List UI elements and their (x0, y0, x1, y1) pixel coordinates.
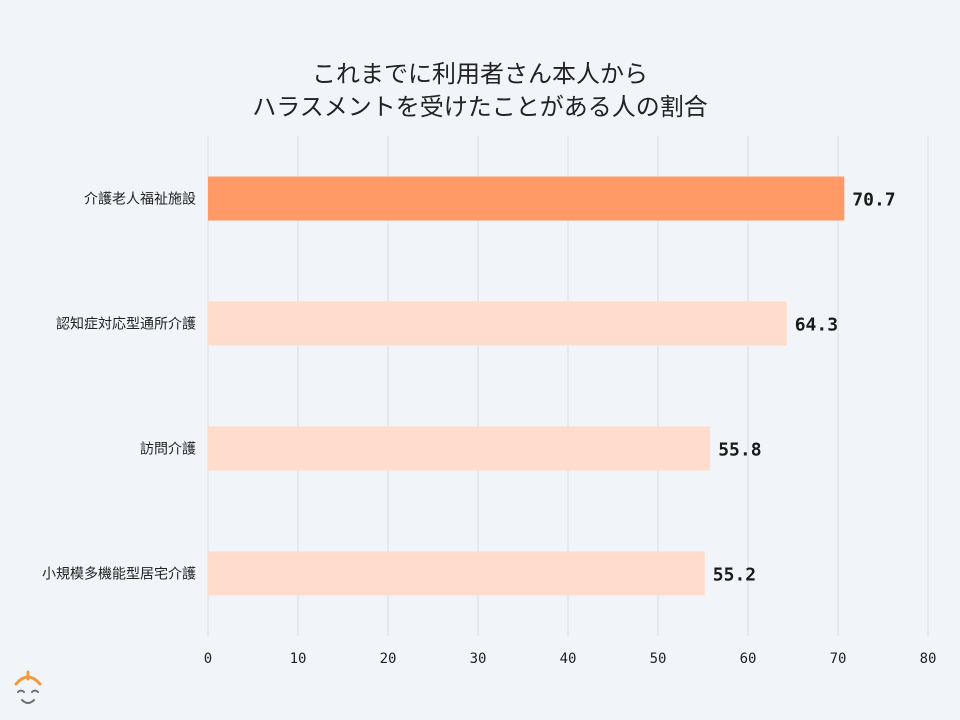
x-tick-label: 50 (650, 651, 667, 667)
x-tick-label: 60 (740, 651, 757, 667)
bars (208, 176, 845, 596)
value-label: 64.3 (795, 315, 838, 336)
x-tick-label: 70 (830, 651, 847, 667)
bar (208, 176, 845, 221)
bar (208, 426, 711, 471)
x-tick-label: 20 (380, 651, 397, 667)
category-label: 小規模多機能型居宅介護 (42, 566, 196, 583)
value-labels: 70.7 64.3 55.8 55.2 (713, 190, 896, 586)
x-tick-label: 40 (560, 651, 577, 667)
chart-title-line-2: ハラスメントを受けたことがある人の割合 (252, 93, 708, 121)
x-tick-label: 0 (204, 651, 212, 667)
chart-title: これまでに利用者さん本人から ハラスメントを受けたことがある人の割合 (252, 60, 708, 121)
x-tick-label: 30 (470, 651, 487, 667)
category-label: 認知症対応型通所介護 (56, 316, 196, 333)
x-tick-label: 10 (290, 651, 307, 667)
chart-title-line-1: これまでに利用者さん本人から (312, 60, 648, 88)
value-label: 55.2 (713, 565, 756, 586)
bar (208, 301, 787, 346)
bar (208, 551, 705, 596)
value-label: 55.8 (718, 440, 761, 461)
x-tick-label: 80 (920, 651, 937, 667)
value-label: 70.7 (852, 190, 895, 211)
category-label: 訪問介護 (140, 442, 196, 458)
x-tick-labels: 0 10 20 30 40 50 60 70 80 (204, 651, 937, 667)
smiling-face-logo-icon (14, 670, 42, 704)
category-label: 介護老人福祉施設 (84, 192, 196, 208)
